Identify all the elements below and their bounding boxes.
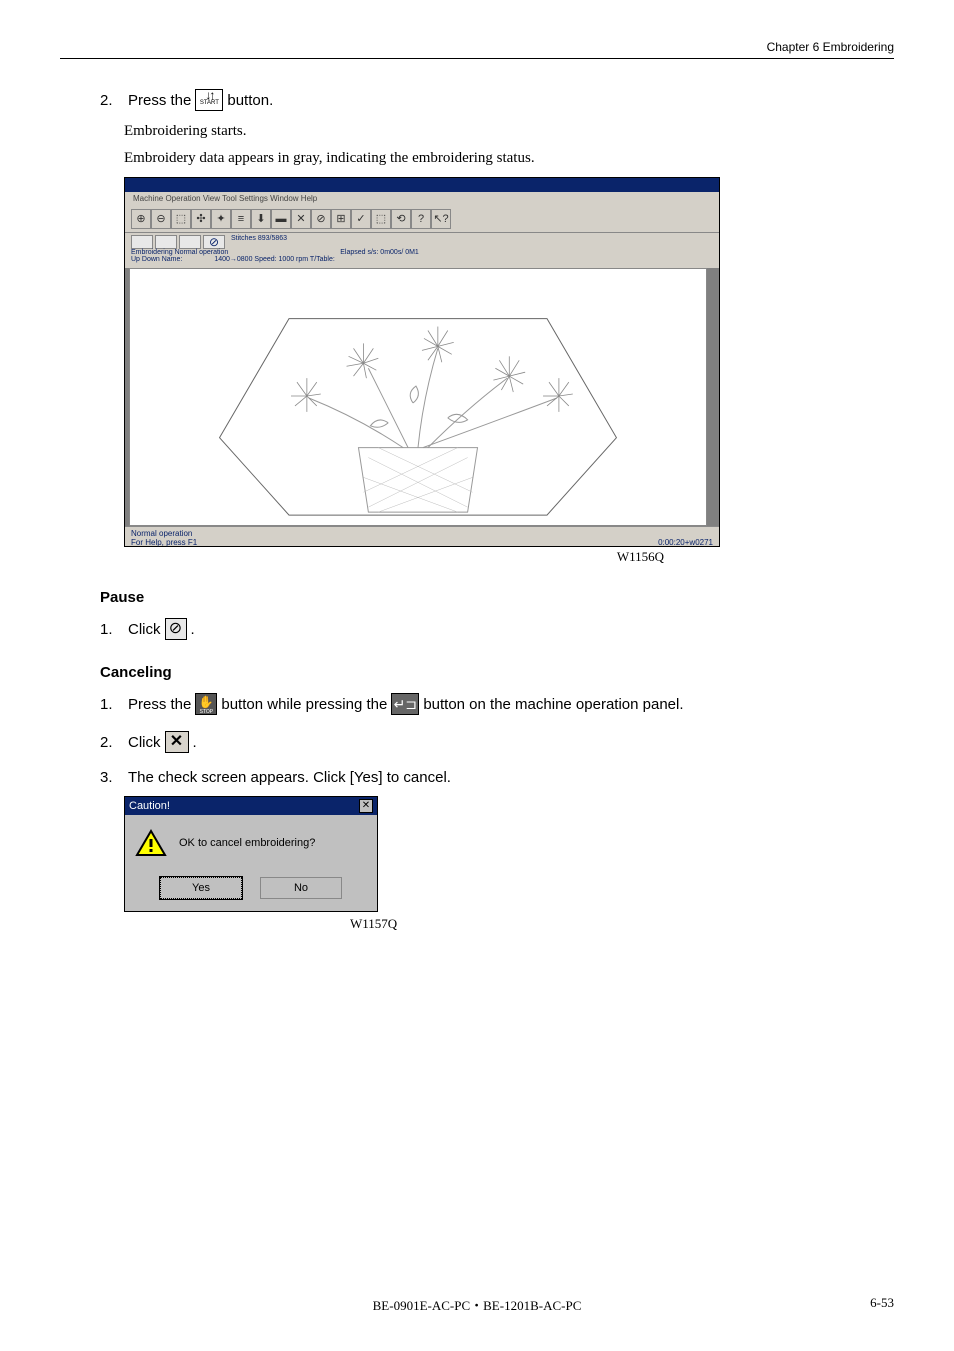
embroidery-design xyxy=(130,269,706,525)
toolbar-icon: ✦ xyxy=(211,209,231,229)
status-line2: Up Down Name: 1400→0800 Speed: 1000 rpm … xyxy=(131,256,713,263)
chapter-text: Chapter 6 Embroidering xyxy=(767,40,894,54)
dialog-label: W1157Q xyxy=(350,916,894,932)
footer-line1: Normal operation xyxy=(131,529,713,538)
dialog-message: OK to cancel embroidering? xyxy=(179,837,315,849)
canceling-heading: Canceling xyxy=(100,664,894,681)
start-button-icon: ↓↑ START xyxy=(195,89,223,111)
serif-line-2: Embroidery data appears in gray, indicat… xyxy=(124,148,894,169)
flower-5 xyxy=(543,378,573,412)
dialog-title-text: Caution! xyxy=(129,800,170,812)
status-bar: ⊘ Stitches 893/5863 Embroidering Normal … xyxy=(125,232,719,268)
warning-icon xyxy=(135,829,167,857)
pause-step-1: 1. Click ⊘ . xyxy=(100,618,894,640)
stop-button-icon: ✋ STOP xyxy=(195,693,217,715)
stop-label: STOP xyxy=(196,709,216,715)
toolbar-icon: ⊘ xyxy=(311,209,331,229)
flower-3 xyxy=(493,356,525,392)
toolbar-icon: ⊞ xyxy=(331,209,351,229)
text-before: Press the xyxy=(128,696,191,713)
flower-2 xyxy=(422,327,454,363)
toolbar-icon: ? xyxy=(411,209,431,229)
step-number: 3. xyxy=(100,769,124,786)
toolbar-icon: ⬚ xyxy=(171,209,191,229)
step-number: 2. xyxy=(100,92,124,109)
toolbar-icon: ✕ xyxy=(291,209,311,229)
footer-right: 0:00:20+w0271 xyxy=(658,538,713,547)
text-mid: button while pressing the xyxy=(221,696,387,713)
chapter-header: Chapter 6 Embroidering xyxy=(60,40,894,59)
step-text: The check screen appears. Click [Yes] to… xyxy=(128,769,451,786)
pause-heading: Pause xyxy=(100,589,894,606)
flower-4 xyxy=(291,378,321,412)
text-after: button on the machine operation panel. xyxy=(423,696,683,713)
flower-1 xyxy=(347,343,379,378)
footer-line2: For Help, press F1 xyxy=(131,538,197,547)
menubar: Machine Operation View Tool Settings Win… xyxy=(125,192,719,206)
step-after: . xyxy=(191,621,195,638)
return-button-icon: ↵⊐ xyxy=(391,693,419,715)
status-line1: Embroidering Normal operation Elapsed s/… xyxy=(131,249,713,256)
toolbar: ⊕ ⊖ ⬚ ✣ ✦ ≡ ⬇ ▬ ✕ ⊘ ⊞ ✓ ⬚ ⟲ ? ↖? xyxy=(125,206,719,232)
cancel-step-3: 3. The check screen appears. Click [Yes]… xyxy=(100,769,894,786)
toolbar-icon: ⟲ xyxy=(391,209,411,229)
cancel-step-1: 1. Press the ✋ STOP button while pressin… xyxy=(100,693,894,715)
serif-line-1: Embroidering starts. xyxy=(124,121,894,142)
step-text-before: Press the xyxy=(128,92,191,109)
canvas-area xyxy=(129,268,707,526)
toolbar-icon: ↖? xyxy=(431,209,451,229)
start-label: START xyxy=(196,100,222,106)
dialog-buttons: Yes No xyxy=(125,871,377,911)
footer-right: 6-53 xyxy=(870,1295,894,1311)
x-button-icon: ✕ xyxy=(165,731,189,753)
close-icon[interactable]: ✕ xyxy=(359,799,373,813)
toolbar-icon: ✣ xyxy=(191,209,211,229)
status-box xyxy=(179,235,201,249)
titlebar xyxy=(125,178,719,192)
footer-center: BE-0901E-AC-PC・BE-1201B-AC-PC xyxy=(373,1295,582,1314)
start-arrows: ↓↑ xyxy=(196,90,222,100)
app-screenshot: Machine Operation View Tool Settings Win… xyxy=(124,177,720,547)
toolbar-icon: ⬇ xyxy=(251,209,271,229)
page-content: Chapter 6 Embroidering 2. Press the ↓↑ S… xyxy=(0,0,954,992)
step-number: 2. xyxy=(100,734,124,751)
footer-bar: Normal operation For Help, press F1 0:00… xyxy=(125,526,719,546)
pause-icon: ⊘ xyxy=(165,618,187,640)
status-box xyxy=(155,235,177,249)
step-number: 1. xyxy=(100,696,124,713)
step-after: . xyxy=(193,734,197,751)
status-stitches: Stitches 893/5863 xyxy=(231,235,287,249)
step-text: Click xyxy=(128,621,161,638)
cancel-step-2: 2. Click ✕ . xyxy=(100,731,894,753)
toolbar-icon: ≡ xyxy=(231,209,251,229)
yes-button[interactable]: Yes xyxy=(160,877,242,899)
dialog-titlebar: Caution! ✕ xyxy=(125,797,377,815)
status-pause-icon: ⊘ xyxy=(203,235,225,249)
toolbar-icon: ⬚ xyxy=(371,209,391,229)
step-number: 1. xyxy=(100,621,124,638)
screenshot-label: W1156Q xyxy=(60,549,664,565)
page-footer: BE-0901E-AC-PC・BE-1201B-AC-PC 6-53 xyxy=(60,1295,894,1311)
status-box xyxy=(131,235,153,249)
toolbar-icon: ✓ xyxy=(351,209,371,229)
toolbar-icon: ⊕ xyxy=(131,209,151,229)
stop-hand: ✋ xyxy=(196,696,216,708)
caution-dialog: Caution! ✕ OK to cancel embroidering? Ye… xyxy=(124,796,378,912)
step-text: Click xyxy=(128,734,161,751)
dialog-body: OK to cancel embroidering? xyxy=(125,815,377,871)
step-2: 2. Press the ↓↑ START button. xyxy=(100,89,894,111)
toolbar-icon: ⊖ xyxy=(151,209,171,229)
step-text-after: button. xyxy=(227,92,273,109)
toolbar-icon: ▬ xyxy=(271,209,291,229)
no-button[interactable]: No xyxy=(260,877,342,899)
